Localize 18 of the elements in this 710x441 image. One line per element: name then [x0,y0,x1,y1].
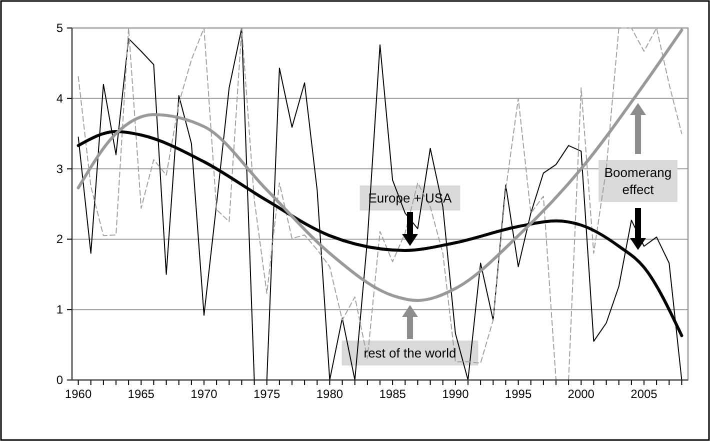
x-tick-label: 2000 [568,387,595,401]
annotation: rest of the world [364,346,456,360]
x-tick-label: 1995 [504,387,532,401]
y-tick-label: 1 [56,302,64,317]
x-tick-label: 2005 [630,387,658,401]
y-tick-label: 5 [56,21,64,35]
x-tick-label: 1990 [442,387,470,401]
y-tick-label: 4 [56,91,64,106]
y-tick-label: 2 [56,232,64,246]
x-tick-label: 1980 [316,387,344,401]
x-tick-label: 1975 [254,387,281,401]
y-tick-label: 0 [56,373,64,387]
x-tick-label: 1985 [379,387,406,401]
annotation: Boomerang effect [604,165,672,197]
x-tick-label: 1960 [64,387,92,401]
x-tick-label: 1965 [128,387,155,401]
x-tick-label: 1970 [190,387,218,401]
y-tick-label: 3 [56,162,64,176]
